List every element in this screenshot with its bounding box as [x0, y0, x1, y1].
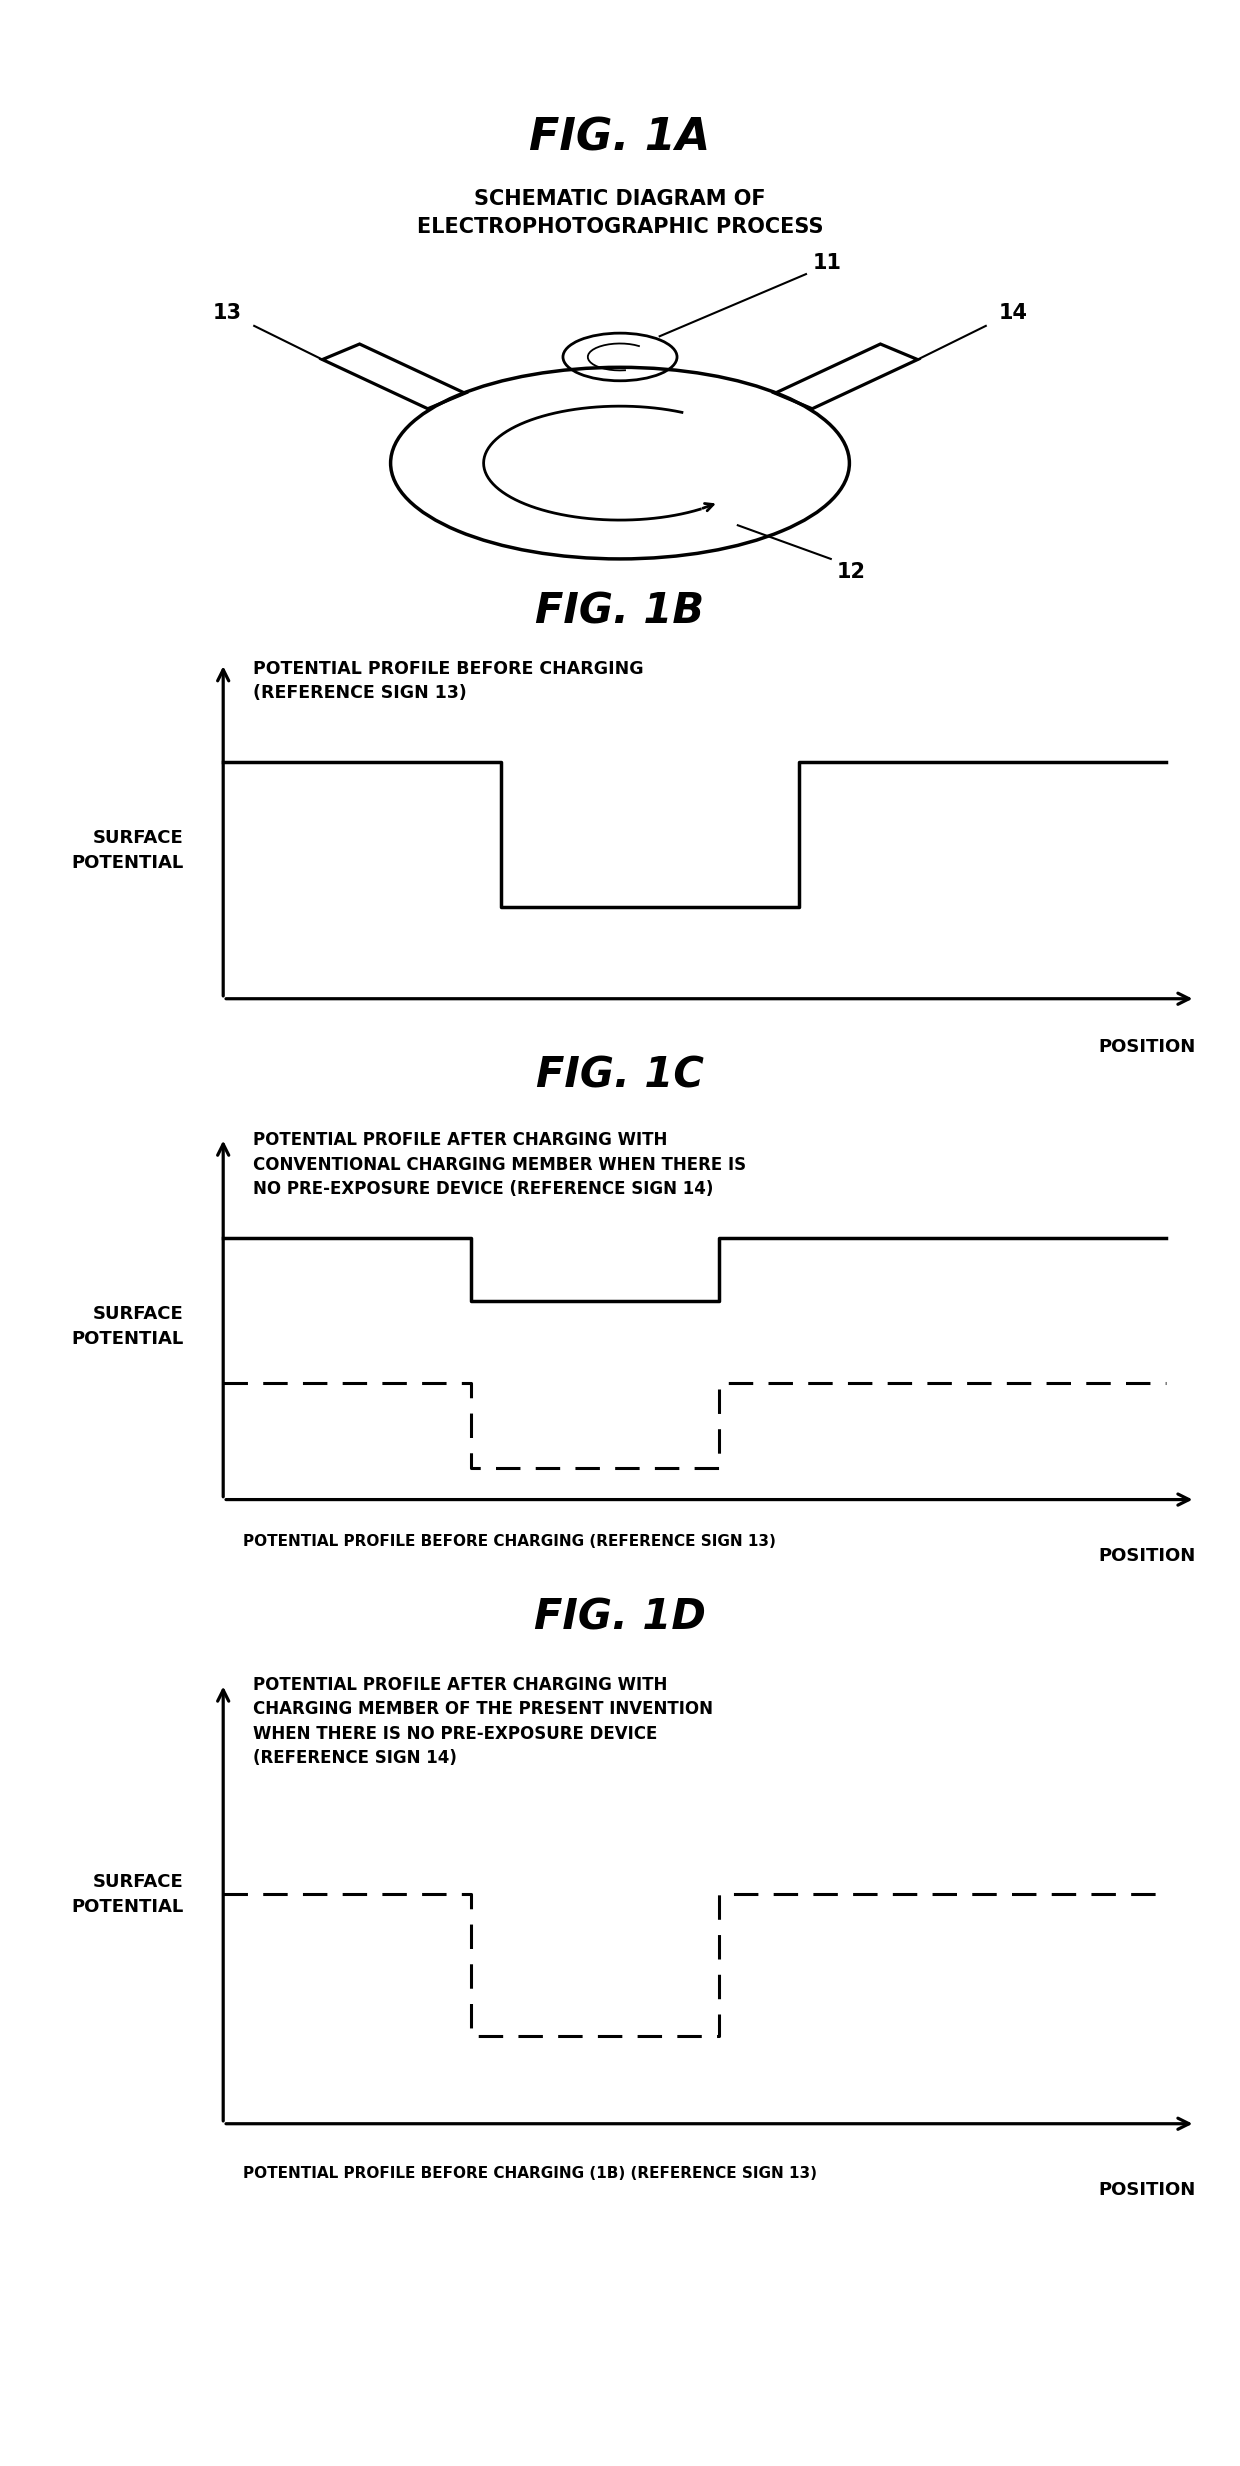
Text: SCHEMATIC DIAGRAM OF
ELECTROPHOTOGRAPHIC PROCESS: SCHEMATIC DIAGRAM OF ELECTROPHOTOGRAPHIC…	[417, 190, 823, 237]
Text: FIG. 1A: FIG. 1A	[529, 116, 711, 160]
Text: FIG. 1D: FIG. 1D	[534, 1596, 706, 1640]
Text: 13: 13	[213, 303, 242, 323]
Text: POTENTIAL PROFILE AFTER CHARGING WITH
CHARGING MEMBER OF THE PRESENT INVENTION
W: POTENTIAL PROFILE AFTER CHARGING WITH CH…	[253, 1677, 713, 1768]
Text: SURFACE
POTENTIAL: SURFACE POTENTIAL	[71, 1872, 184, 1916]
Text: POSITION: POSITION	[1099, 1038, 1195, 1055]
Text: 12: 12	[837, 562, 866, 582]
Text: FIG. 1C: FIG. 1C	[536, 1053, 704, 1097]
Text: POSITION: POSITION	[1099, 2180, 1195, 2200]
Text: 14: 14	[998, 303, 1027, 323]
Text: POTENTIAL PROFILE AFTER CHARGING WITH
CONVENTIONAL CHARGING MEMBER WHEN THERE IS: POTENTIAL PROFILE AFTER CHARGING WITH CO…	[253, 1132, 746, 1198]
Text: SURFACE
POTENTIAL: SURFACE POTENTIAL	[71, 829, 184, 873]
Text: POSITION: POSITION	[1099, 1546, 1195, 1566]
Text: SURFACE
POTENTIAL: SURFACE POTENTIAL	[71, 1305, 184, 1349]
Text: 11: 11	[812, 252, 841, 274]
Text: FIG. 1B: FIG. 1B	[536, 589, 704, 634]
Text: POTENTIAL PROFILE BEFORE CHARGING
(REFERENCE SIGN 13): POTENTIAL PROFILE BEFORE CHARGING (REFER…	[253, 661, 644, 703]
Text: POTENTIAL PROFILE BEFORE CHARGING (REFERENCE SIGN 13): POTENTIAL PROFILE BEFORE CHARGING (REFER…	[243, 1534, 776, 1549]
Text: POTENTIAL PROFILE BEFORE CHARGING (1B) (REFERENCE SIGN 13): POTENTIAL PROFILE BEFORE CHARGING (1B) (…	[243, 2165, 817, 2180]
